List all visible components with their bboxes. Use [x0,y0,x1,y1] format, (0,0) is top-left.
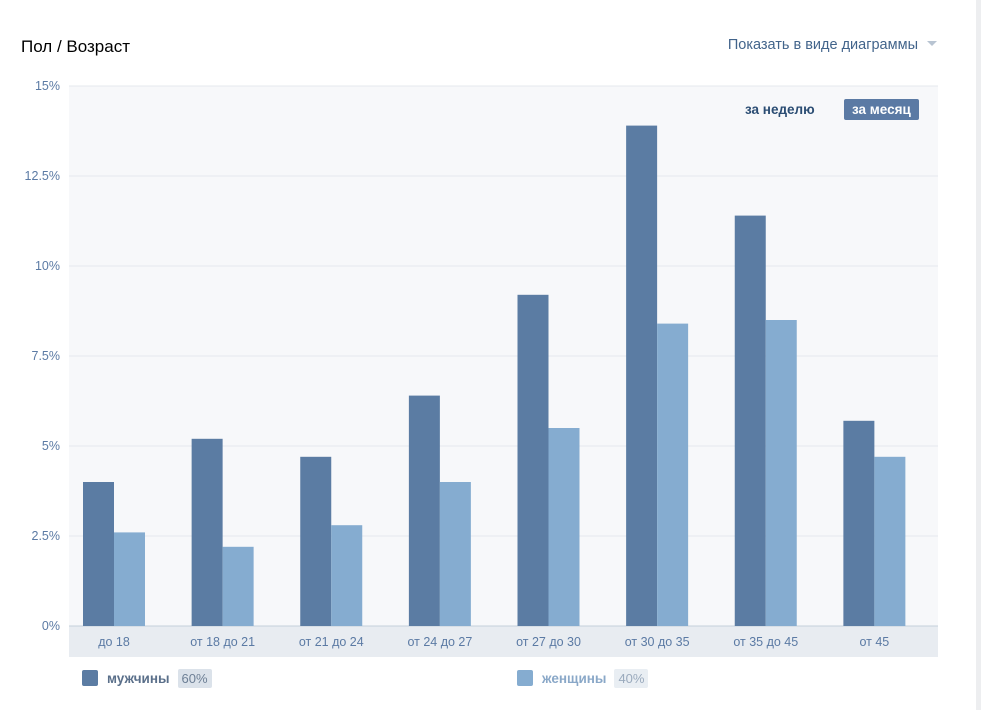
x-tick-label: от 24 до 27 [407,635,472,649]
period-month-button[interactable]: за месяц [844,99,919,120]
bar-female [874,456,906,626]
bar-male [83,482,114,626]
x-tick-label: от 27 до 30 [516,635,581,649]
bar-female [439,482,471,626]
y-tick-label: 12.5% [25,169,60,183]
x-tick-label: до 18 [98,635,130,649]
bar-male [191,438,223,626]
page-title: Пол / Возраст [21,37,130,56]
x-tick-label: от 45 [859,635,889,649]
legend-swatch-female [517,670,533,686]
bar-female [331,525,363,626]
bar-male [843,420,875,626]
legend-percent-male: 60% [177,668,212,688]
legend-item-female[interactable]: женщины 40% [517,667,649,689]
y-tick-label: 15% [35,79,60,93]
y-tick-label: 0% [42,619,60,633]
bar-female [657,323,689,626]
legend-swatch-male [82,670,98,686]
y-tick-label: 2.5% [32,529,61,543]
y-tick-label: 10% [35,259,60,273]
legend-label-male: мужчины [107,670,170,686]
legend-label-female: женщины [542,670,607,686]
bar-male [408,395,440,626]
show-as-dropdown[interactable]: Показать в виде диаграммы [728,37,937,53]
legend-item-male[interactable]: мужчины 60% [82,667,212,689]
x-tick-label: от 35 до 45 [733,635,798,649]
chevron-down-icon [927,40,937,46]
x-tick-label: от 30 до 35 [625,635,690,649]
bar-male [626,125,658,626]
x-tick-label: от 21 до 24 [299,635,364,649]
x-axis-band [69,626,938,657]
bar-male [517,294,549,626]
bar-female [765,320,797,626]
show-as-label: Показать в виде диаграммы [727,37,918,53]
y-tick-label: 7.5% [32,349,61,363]
right-edge-strip [976,0,981,710]
x-tick-label: от 18 до 21 [190,635,255,649]
bar-female [114,532,145,626]
period-week-button[interactable]: за неделю [745,102,815,117]
bar-male [300,456,332,626]
legend-percent-female: 40% [614,668,649,688]
y-tick-label: 5% [42,439,60,453]
bar-male [734,215,766,626]
bar-female [548,428,580,626]
bar-female [222,546,254,626]
